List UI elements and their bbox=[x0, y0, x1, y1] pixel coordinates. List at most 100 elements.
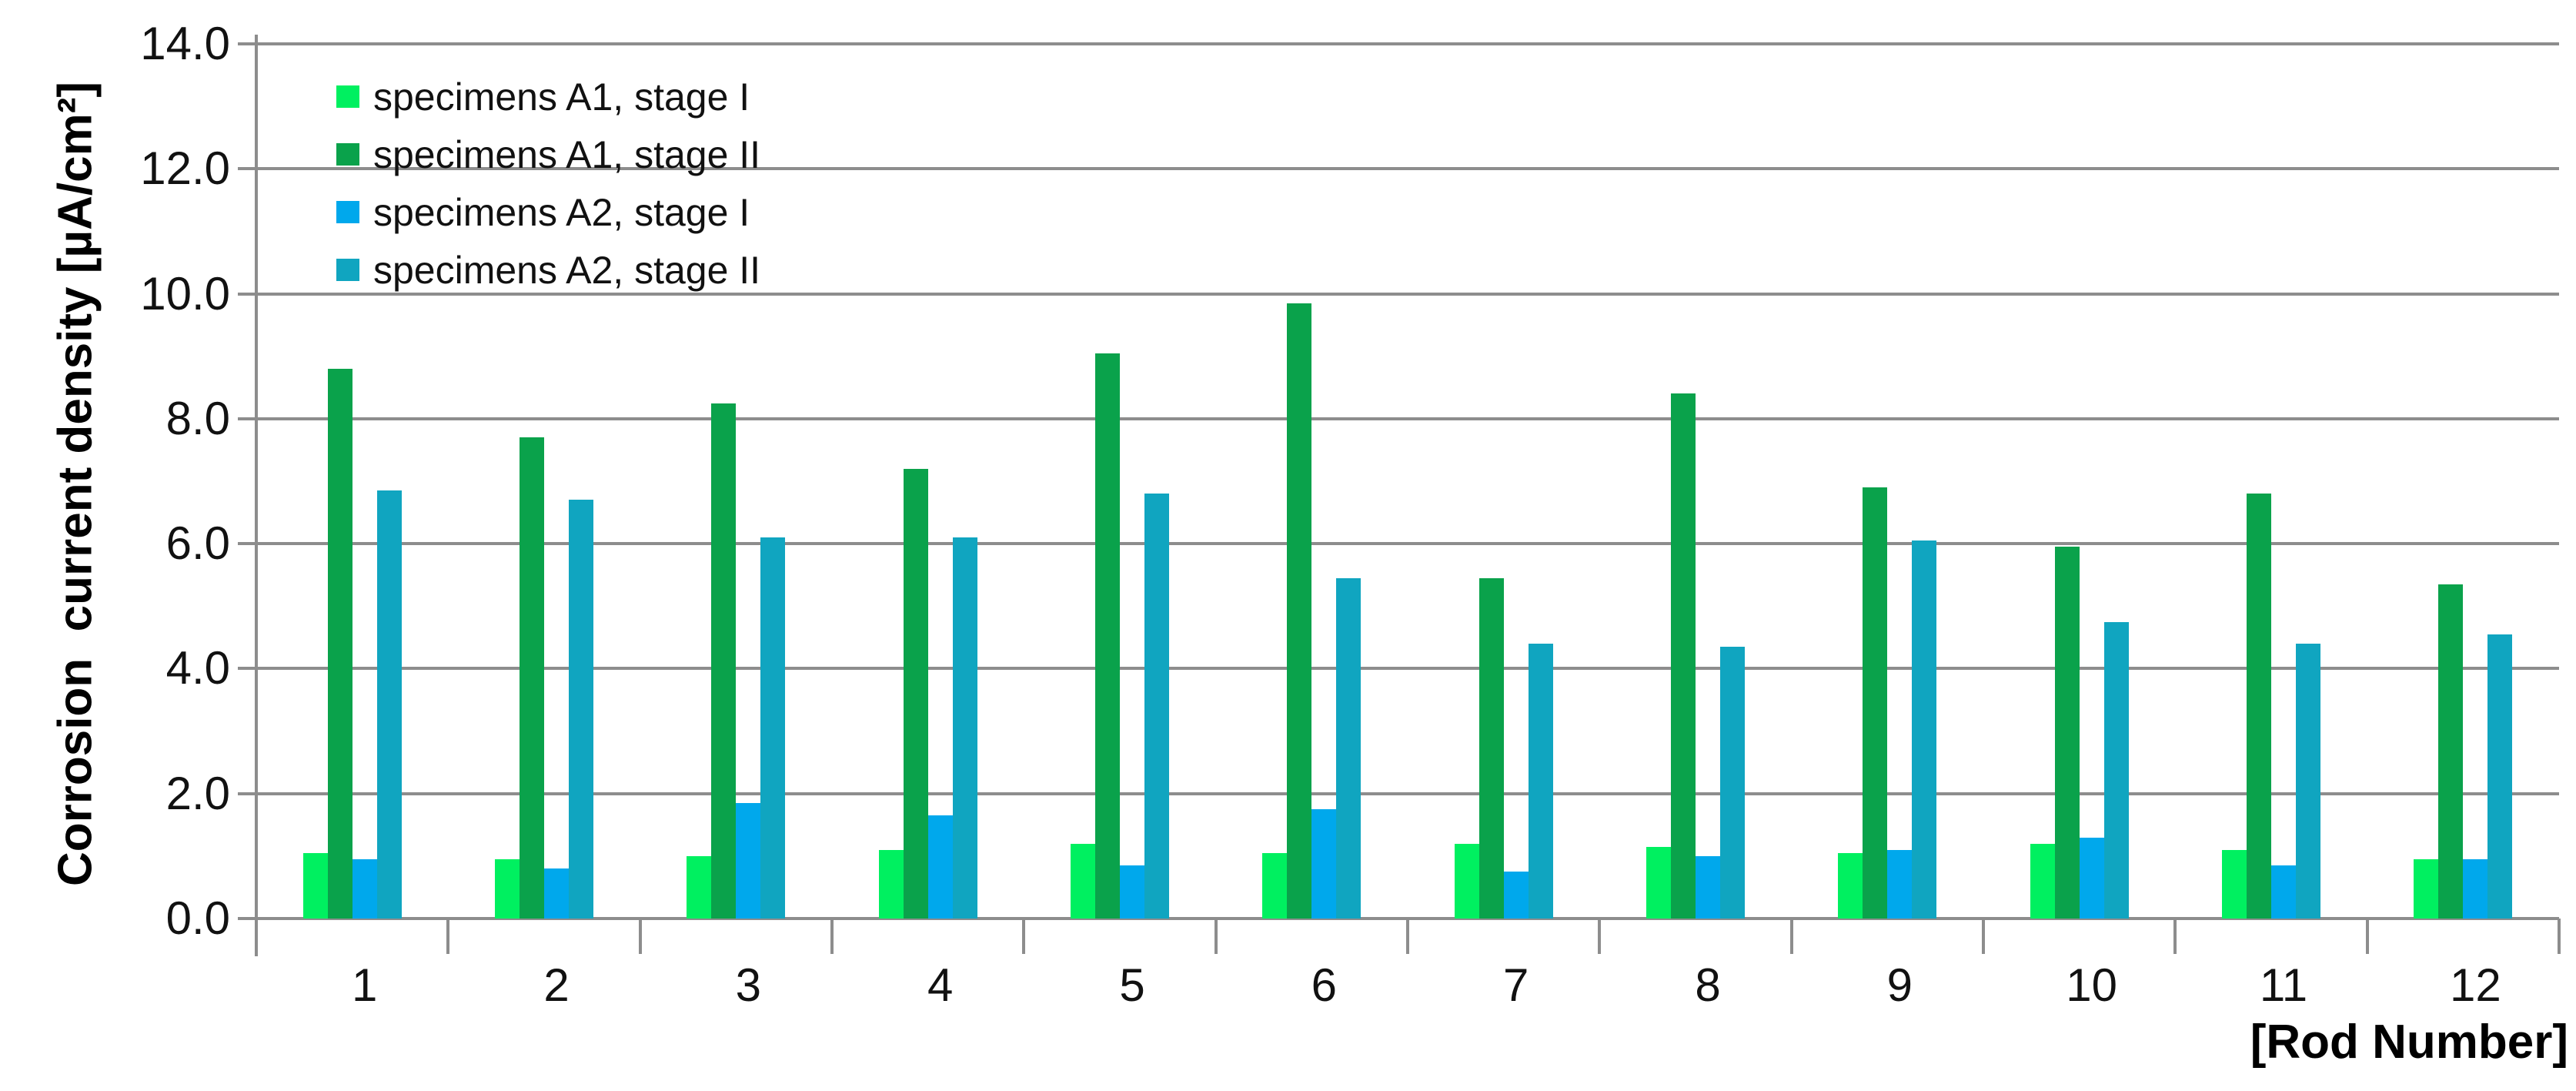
bar-group-rod-11 bbox=[2175, 44, 2367, 919]
bar-group-rod-7 bbox=[1408, 44, 1599, 919]
bar-group-rod-4 bbox=[832, 44, 1024, 919]
bar-series-4-rod-7 bbox=[1528, 643, 1553, 919]
legend-item-a1-stage1: specimens A1, stage I bbox=[336, 68, 760, 125]
x-tick-label-2: 2 bbox=[543, 959, 570, 1011]
x-tick-7 bbox=[1598, 919, 1602, 954]
bar-series-3-rod-4 bbox=[927, 815, 953, 919]
bar-series-4-rod-3 bbox=[760, 537, 786, 919]
bar-series-1-rod-12 bbox=[2414, 858, 2439, 919]
x-tick-10 bbox=[2173, 919, 2177, 954]
x-tick-11 bbox=[2365, 919, 2369, 954]
bar-group-rod-2 bbox=[448, 44, 640, 919]
y-tick-label-0.0: 0.0 bbox=[165, 892, 230, 944]
bar-series-2-rod-4 bbox=[903, 468, 928, 919]
legend-swatch-a2-stage2 bbox=[336, 259, 359, 281]
x-tick-label-12: 12 bbox=[2449, 959, 2501, 1011]
bar-series-4-rod-9 bbox=[1912, 540, 1937, 919]
bar-series-2-rod-7 bbox=[1478, 577, 1504, 919]
y-axis-title: Corrosion current density [µA/cm²] bbox=[48, 81, 102, 887]
x-tick-1 bbox=[446, 919, 450, 954]
bar-series-2-rod-8 bbox=[1670, 393, 1696, 919]
bar-group-rod-6 bbox=[1216, 44, 1408, 919]
y-tick-8.0 bbox=[238, 417, 256, 420]
bar-series-2-rod-11 bbox=[2246, 494, 2271, 919]
bar-series-3-rod-10 bbox=[2079, 837, 2104, 919]
bar-series-2-rod-5 bbox=[1094, 353, 1120, 919]
x-tick-3 bbox=[830, 919, 834, 954]
x-tick-label-5: 5 bbox=[1119, 959, 1145, 1011]
bar-series-1-rod-2 bbox=[494, 858, 520, 919]
bar-series-1-rod-10 bbox=[2030, 843, 2055, 919]
gridline-y14 bbox=[256, 42, 2559, 45]
gridline-y10 bbox=[256, 292, 2559, 296]
bar-series-4-rod-2 bbox=[568, 500, 593, 919]
x-tick-2 bbox=[638, 919, 642, 954]
gridline-y4 bbox=[256, 667, 2559, 671]
x-tick-4 bbox=[1022, 919, 1026, 954]
legend-item-a2-stage2: specimens A2, stage II bbox=[336, 241, 760, 299]
bar-group-rod-1 bbox=[256, 44, 448, 919]
bar-group-rod-12 bbox=[2367, 44, 2559, 919]
bar-series-3-rod-8 bbox=[1695, 855, 1720, 919]
bar-groups bbox=[256, 44, 2559, 919]
bar-series-2-rod-10 bbox=[2054, 547, 2080, 919]
gridline-y6 bbox=[256, 542, 2559, 546]
legend-label: specimens A1, stage I bbox=[373, 75, 750, 119]
bar-series-1-rod-1 bbox=[302, 852, 328, 919]
bar-series-2-rod-2 bbox=[519, 437, 544, 919]
y-tick-label-8.0: 8.0 bbox=[165, 392, 230, 444]
legend-item-a2-stage1: specimens A2, stage I bbox=[336, 183, 760, 241]
bar-group-rod-8 bbox=[1599, 44, 1791, 919]
bar-series-4-rod-12 bbox=[2487, 634, 2513, 919]
x-tick-label-7: 7 bbox=[1502, 959, 1529, 1011]
legend-swatch-a2-stage1 bbox=[336, 201, 359, 223]
y-tick-6.0 bbox=[238, 542, 256, 546]
x-tick-8 bbox=[1789, 919, 1793, 954]
bar-series-1-rod-8 bbox=[1645, 846, 1671, 919]
bar-series-4-rod-6 bbox=[1336, 577, 1362, 919]
bar-series-1-rod-3 bbox=[687, 855, 712, 919]
y-axis-line bbox=[255, 35, 258, 956]
x-tick-label-10: 10 bbox=[2066, 959, 2118, 1011]
bar-series-1-rod-11 bbox=[2221, 849, 2247, 919]
legend-swatch-a1-stage1 bbox=[336, 85, 359, 108]
x-tick-label-9: 9 bbox=[1886, 959, 1913, 1011]
y-tick-12.0 bbox=[238, 167, 256, 171]
x-tick-6 bbox=[1406, 919, 1409, 954]
bar-series-3-rod-6 bbox=[1311, 809, 1337, 919]
x-tick-label-4: 4 bbox=[927, 959, 954, 1011]
x-tick-label-8: 8 bbox=[1695, 959, 1721, 1011]
legend-label: specimens A2, stage I bbox=[373, 190, 750, 234]
bar-series-4-rod-10 bbox=[2103, 621, 2129, 919]
x-axis-title: [Rod Number] bbox=[2250, 1016, 2568, 1069]
bar-series-1-rod-4 bbox=[878, 849, 904, 919]
y-tick-10.0 bbox=[238, 292, 256, 296]
bar-series-3-rod-11 bbox=[2270, 865, 2296, 919]
bar-series-3-rod-3 bbox=[736, 802, 761, 919]
bar-series-4-rod-1 bbox=[376, 490, 402, 919]
bar-series-4-rod-4 bbox=[952, 537, 977, 919]
x-tick-5 bbox=[1214, 919, 1218, 954]
bar-series-1-rod-9 bbox=[1838, 852, 1863, 919]
bar-series-3-rod-7 bbox=[1503, 872, 1529, 919]
y-tick-label-10.0: 10.0 bbox=[140, 267, 230, 320]
bar-series-3-rod-1 bbox=[352, 858, 377, 919]
y-tick-14.0 bbox=[238, 42, 256, 45]
bar-series-3-rod-12 bbox=[2463, 858, 2488, 919]
bar-series-2-rod-6 bbox=[1287, 303, 1312, 919]
bar-series-4-rod-8 bbox=[1719, 647, 1745, 919]
bar-series-1-rod-5 bbox=[1070, 843, 1095, 919]
bar-group-rod-5 bbox=[1024, 44, 1215, 919]
y-tick-label-12.0: 12.0 bbox=[140, 142, 230, 195]
y-tick-label-6.0: 6.0 bbox=[165, 517, 230, 570]
y-tick-label-2.0: 2.0 bbox=[165, 767, 230, 819]
x-tick-label-1: 1 bbox=[351, 959, 378, 1011]
bar-series-4-rod-11 bbox=[2295, 643, 2320, 919]
bar-series-4-rod-5 bbox=[1144, 494, 1169, 919]
x-tick-label-6: 6 bbox=[1311, 959, 1338, 1011]
x-tick-label-3: 3 bbox=[735, 959, 762, 1011]
legend-item-a1-stage2: specimens A1, stage II bbox=[336, 125, 760, 183]
bar-series-3-rod-9 bbox=[1887, 849, 1913, 919]
bar-series-1-rod-7 bbox=[1454, 843, 1479, 919]
